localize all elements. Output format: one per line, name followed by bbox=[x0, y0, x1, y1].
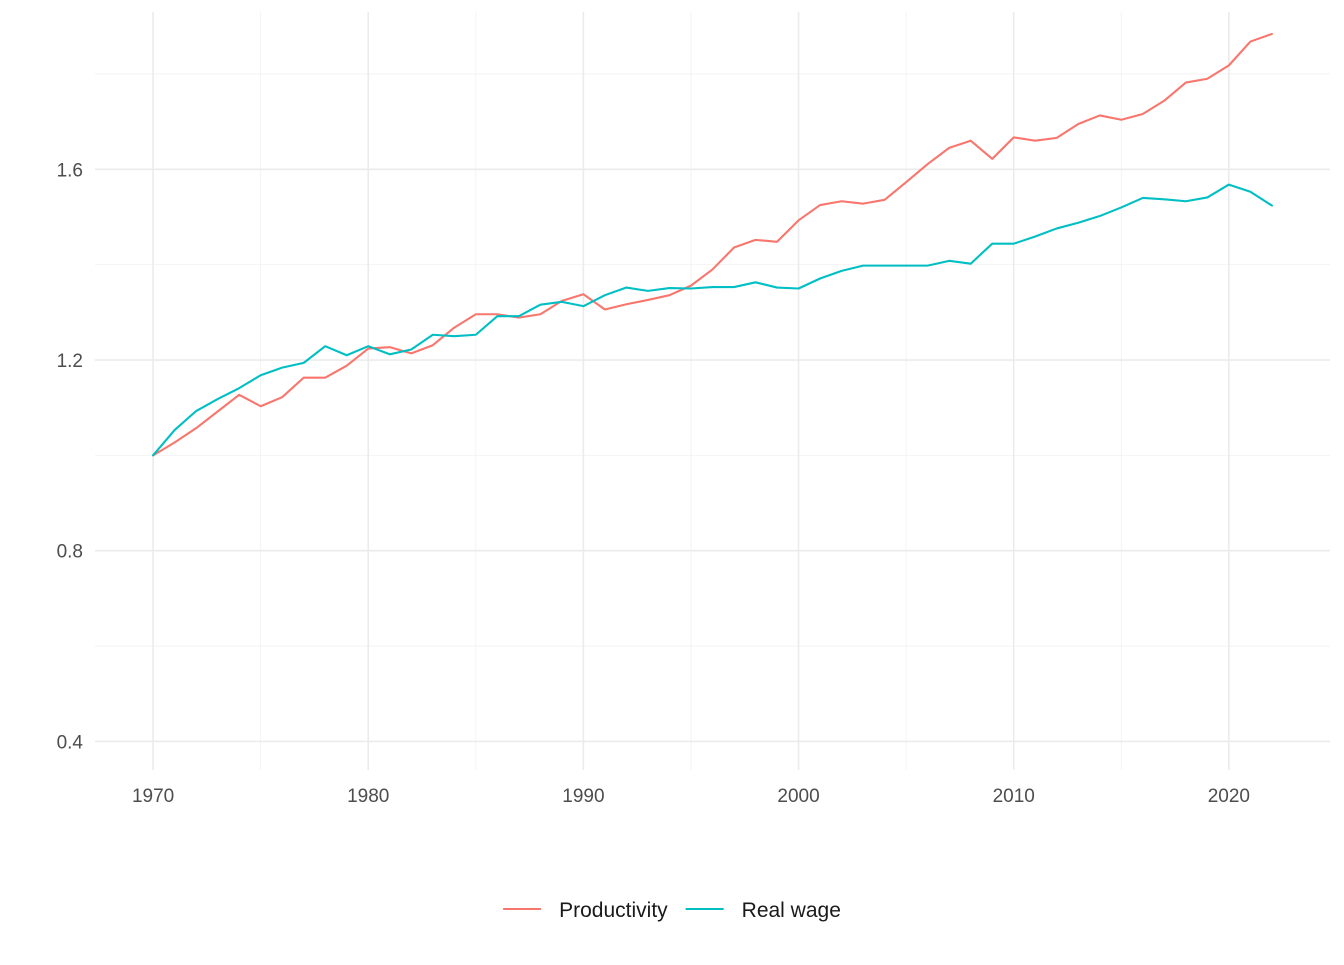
series-line-productivity bbox=[152, 32, 1273, 457]
legend: Productivity Real wage bbox=[503, 899, 841, 922]
series-line-real-wage bbox=[152, 183, 1273, 457]
grid bbox=[95, 12, 1330, 770]
x-tick-label: 2020 bbox=[1208, 786, 1250, 807]
x-tick-label: 1970 bbox=[132, 786, 174, 807]
legend-item-productivity: Productivity bbox=[503, 899, 668, 922]
legend-label: Productivity bbox=[559, 899, 668, 922]
x-tick-label: 1990 bbox=[562, 786, 604, 807]
x-tick-label: 1980 bbox=[347, 786, 389, 807]
legend-item-real-wage: Real wage bbox=[685, 899, 841, 922]
series-lines bbox=[152, 32, 1273, 457]
legend-label: Real wage bbox=[742, 899, 841, 922]
axis-labels: 0.4 0.8 1.2 1.6 1970 1980 1990 2000 2010 2020 bbox=[57, 160, 1250, 807]
y-tick-label: 0.4 bbox=[57, 732, 84, 753]
y-tick-label: 1.2 bbox=[57, 351, 83, 372]
x-tick-label: 2010 bbox=[993, 786, 1035, 807]
y-tick-label: 0.8 bbox=[57, 542, 83, 563]
x-tick-label: 2000 bbox=[777, 786, 819, 807]
y-tick-label: 1.6 bbox=[57, 160, 83, 181]
